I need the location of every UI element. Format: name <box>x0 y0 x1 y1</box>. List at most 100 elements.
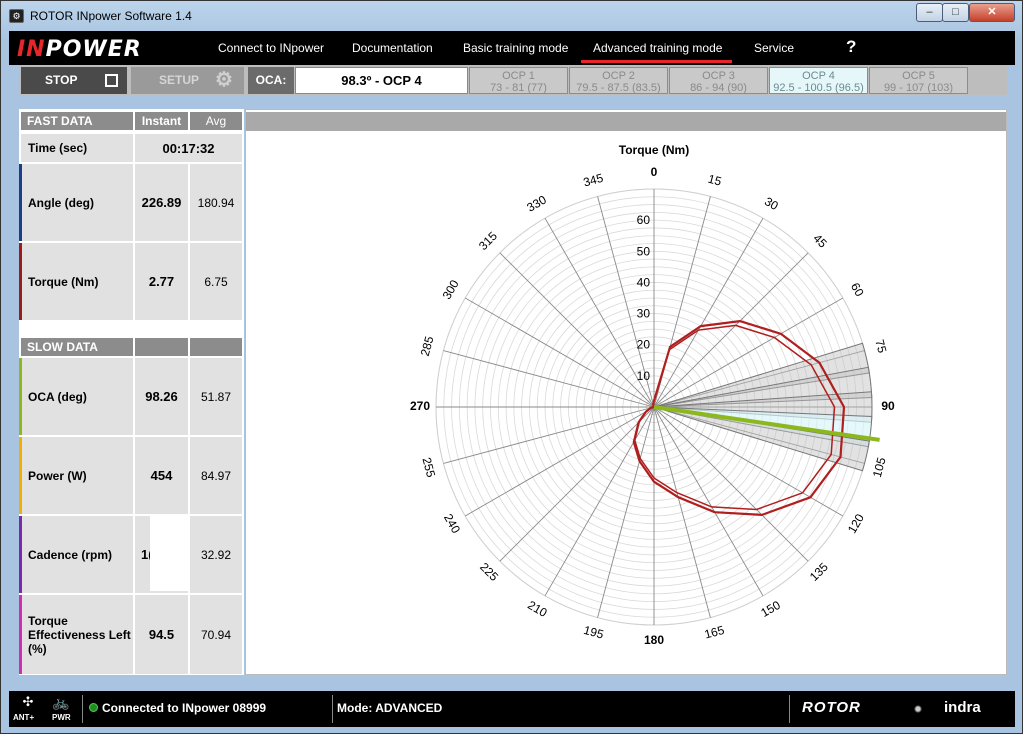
grid-spoke <box>464 297 655 408</box>
grid-spoke <box>653 406 711 618</box>
time-label: Time (sec) <box>21 134 133 162</box>
oca-avg: 51.87 <box>190 358 242 435</box>
angle-tick-label: 210 <box>525 598 550 620</box>
angle-tick-label: 105 <box>870 456 889 479</box>
grid-spoke <box>653 406 809 562</box>
angle-tick-label: 165 <box>703 623 726 642</box>
angle-tick-label: 240 <box>441 511 463 536</box>
angle-tick-label: 195 <box>582 623 605 642</box>
menu-bar: INPOWER Connect to INpower Documentation… <box>9 31 1015 65</box>
maximize-button[interactable]: □ <box>942 3 969 22</box>
angle-tick-label: 300 <box>440 277 462 302</box>
power-instant: 454 <box>135 437 188 514</box>
grid-spoke <box>653 217 764 408</box>
menu-connect[interactable]: Connect to INpower <box>218 41 325 55</box>
angle-tick-label: 180 <box>644 633 664 647</box>
angle-tick-label: 15 <box>707 172 724 189</box>
cadence-avg: 32.92 <box>190 516 242 593</box>
grid-spoke <box>653 406 865 464</box>
menu-advanced-training[interactable]: Advanced training mode <box>581 41 733 63</box>
grid-spoke <box>544 217 655 408</box>
ant-label: ANT+ <box>13 713 35 722</box>
data-panel: FAST DATA Instant Avg Time (sec) 00:17:3… <box>19 109 244 675</box>
rotor-logo: ROTOR <box>802 699 861 716</box>
radial-tick-label: 20 <box>637 338 651 352</box>
angle-tick-label: 120 <box>845 511 867 536</box>
slow-avg-header <box>190 338 242 356</box>
angle-tick-label: 0 <box>651 165 658 179</box>
gear-icon: ⚙ <box>215 69 233 91</box>
ocp-4-button[interactable]: OCP 4 92.5 - 100.5 (96.5) <box>769 67 868 94</box>
grid-spoke <box>653 297 844 408</box>
angle-tick-label: 45 <box>810 231 830 251</box>
fast-data-header: FAST DATA <box>21 112 133 130</box>
torque-effectiveness-label: Torque Effectiveness Left (%) <box>21 595 133 674</box>
status-bar: ✣ ANT+ 🚲 PWR Connected to INpower 08999 … <box>9 691 1015 727</box>
angle-tick-label: 75 <box>872 338 889 355</box>
torque-instant: 2.77 <box>135 243 188 320</box>
grid-spoke <box>499 406 655 562</box>
torque-color-stripe <box>19 243 22 320</box>
angle-tick-label: 255 <box>419 456 438 479</box>
angle-label: Angle (deg) <box>21 164 133 241</box>
te-instant: 94.5 <box>135 595 188 674</box>
angle-tick-label: 345 <box>582 171 605 190</box>
setup-button[interactable]: SETUP ⚙ <box>131 67 244 94</box>
help-button[interactable]: ? <box>846 37 857 56</box>
status-separator <box>789 695 790 723</box>
angle-tick-label: 135 <box>807 560 831 584</box>
ocp-2-button[interactable]: OCP 2 79.5 - 87.5 (83.5) <box>569 67 668 94</box>
app-icon: ⚙ <box>9 9 24 23</box>
angle-tick-label: 270 <box>410 399 430 413</box>
oca-deg-label: OCA (deg) <box>21 358 133 435</box>
cadence-glitch-overlay <box>150 516 190 591</box>
chart-panel: Torque (Nm) 10 20 30 40 50 60 0 15 30 45 60 75 90 105… <box>245 109 1007 675</box>
menu-documentation[interactable]: Documentation <box>352 41 433 55</box>
te-avg: 70.94 <box>190 595 242 674</box>
toolbar: STOP SETUP ⚙ OCA: 98.3º - OCP 4 OCP 1 73 -… <box>19 65 1007 95</box>
oca-color-stripe <box>19 358 22 435</box>
grid-spoke <box>597 406 655 618</box>
minimize-button[interactable]: – <box>916 3 943 22</box>
bike-icon: 🚲 <box>52 694 70 710</box>
close-button[interactable]: ✕ <box>969 3 1015 22</box>
grid-spoke <box>653 350 865 408</box>
grid-spoke <box>443 406 655 464</box>
torque-curve <box>634 324 836 511</box>
angle-tick-label: 225 <box>477 560 501 584</box>
angle-avg: 180.94 <box>190 164 242 241</box>
indra-logo-icon <box>904 696 932 722</box>
grid-spoke <box>653 406 764 597</box>
grid-spoke <box>499 252 655 408</box>
radial-tick-label: 30 <box>637 307 651 321</box>
ocp-3-button[interactable]: OCP 3 86 - 94 (90) <box>669 67 768 94</box>
menu-basic-training[interactable]: Basic training mode <box>463 41 569 55</box>
angle-instant: 226.89 <box>135 164 188 241</box>
grid-spoke <box>653 252 809 408</box>
avg-column-header: Avg <box>190 112 242 130</box>
title-bar: ⚙ ROTOR INpower Software 1.4 – □ ✕ <box>1 1 1022 31</box>
te-color-stripe <box>19 595 22 674</box>
oca-label: OCA: <box>248 67 294 94</box>
ocp-sector <box>653 406 870 472</box>
oca-instant: 98.26 <box>135 358 188 435</box>
power-avg: 84.97 <box>190 437 242 514</box>
cadence-label: Cadence (rpm) <box>21 516 133 593</box>
grid-spoke <box>464 406 655 517</box>
mode-status: Mode: ADVANCED <box>337 701 443 715</box>
radial-tick-label: 50 <box>637 244 651 258</box>
power-label: Power (W) <box>21 437 133 514</box>
ocp-5-button[interactable]: OCP 5 99 - 107 (103) <box>869 67 968 94</box>
torque-polar-chart: Torque (Nm) 10 20 30 40 50 60 0 15 30 45 60 75 90 105… <box>410 143 895 647</box>
menu-service[interactable]: Service <box>754 41 795 55</box>
torque-label: Torque (Nm) <box>21 243 133 320</box>
angle-tick-label: 285 <box>418 334 437 357</box>
cadence-color-stripe <box>19 516 22 593</box>
connection-status: Connected to INpower 08999 <box>102 701 267 715</box>
grid-spoke <box>443 350 655 408</box>
stop-button[interactable]: STOP <box>21 67 127 94</box>
ant-icon: ✣ <box>22 694 34 709</box>
ocp-1-button[interactable]: OCP 1 73 - 81 (77) <box>469 67 568 94</box>
connection-status-icon <box>89 703 98 712</box>
